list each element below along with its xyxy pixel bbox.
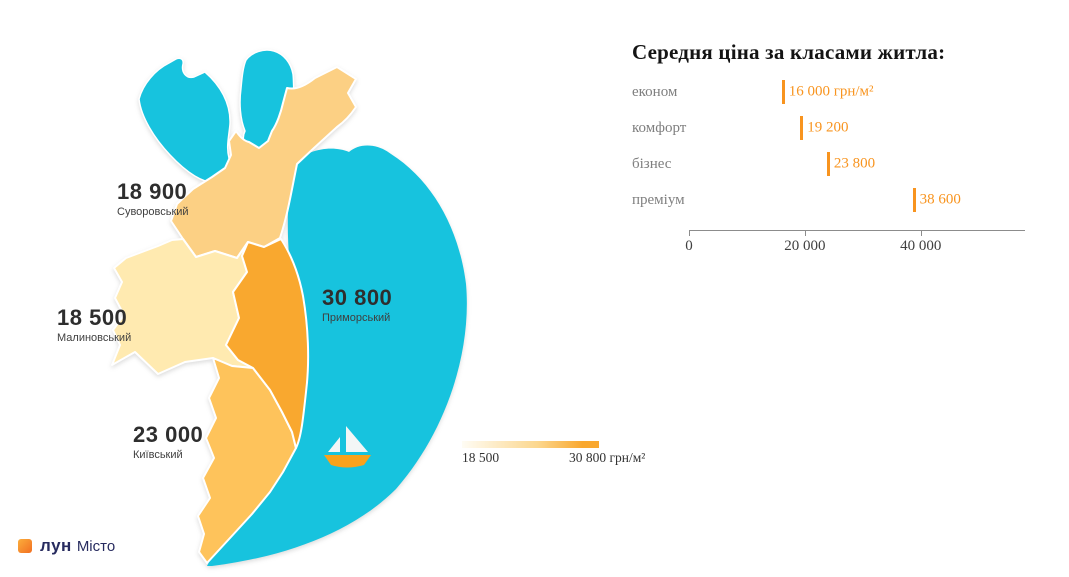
district-name: Київський <box>133 449 183 462</box>
district-name: Приморський <box>322 312 391 325</box>
district-price: 23 000 <box>133 422 204 447</box>
chart-row: преміум 38 600 <box>632 182 1042 218</box>
value-label: 16 000 грн/м² <box>788 83 874 100</box>
sailboat-icon <box>324 426 371 468</box>
chart-row: бізнес 23 800 <box>632 146 1042 182</box>
value-marker <box>800 116 804 140</box>
chart-x-axis: 0 20 000 40 000 <box>685 230 1025 256</box>
class-category-label: комфорт <box>632 119 687 136</box>
class-category-label: преміум <box>632 191 685 208</box>
value-marker <box>781 80 785 104</box>
district-price: 30 800 <box>322 285 393 310</box>
marker-track: 23 800 <box>689 146 1025 182</box>
logo-brand-text: лун <box>40 536 72 555</box>
axis-tick-mark <box>689 231 690 236</box>
khadzhybei-estuary-shape <box>138 57 231 184</box>
class-category-label: бізнес <box>632 155 672 172</box>
value-label: 23 800 <box>833 155 876 172</box>
chart-row: комфорт 19 200 <box>632 110 1042 146</box>
district-label-kyivskyi: 23 000 Київський <box>133 423 203 461</box>
value-label: 38 600 <box>919 191 961 208</box>
district-price: 18 900 <box>117 179 188 204</box>
district-price: 18 500 <box>57 305 128 330</box>
district-label-suvorovskyi: 18 900 Суворовський <box>117 180 189 218</box>
axis-tick-mark <box>920 231 922 236</box>
odesa-districts-map <box>111 49 467 567</box>
chart-title: Середня ціна за класами житла: <box>632 40 946 64</box>
chart-rows: економ 16 000 грн/м² комфорт 19 200 бізнес 23… <box>632 74 1042 218</box>
map-color-legend: 18 500 30 800 грн/м² <box>462 441 652 466</box>
logo-product-text: Місто <box>76 537 116 555</box>
district-label-malynovskyi: 18 500 Малиновський <box>57 306 131 344</box>
district-name: Суворовський <box>117 206 189 219</box>
chart-row: економ 16 000 грн/м² <box>632 74 1042 110</box>
price-by-class-chart: Середня ціна за класами житла: економ 16 … <box>632 40 1042 256</box>
axis-tick-mark <box>804 231 806 236</box>
value-marker <box>912 188 916 212</box>
marker-track: 38 600 <box>689 182 1025 218</box>
axis-tick-label: 0 <box>685 238 693 254</box>
lun-logo-mark-icon <box>18 539 32 553</box>
lun-misto-logo[interactable]: лун Місто <box>18 536 115 556</box>
axis-tick-label: 40 000 <box>900 238 942 254</box>
district-prymorskyi-shape[interactable] <box>225 238 310 449</box>
marker-track: 19 200 <box>689 110 1025 146</box>
value-label: 19 200 <box>807 119 849 136</box>
district-label-prymorskyi: 30 800 Приморський <box>322 286 392 324</box>
legend-min-label: 18 500 <box>462 450 500 465</box>
legend-max-label: 30 800 грн/м² <box>569 450 646 465</box>
axis-tick-label: 20 000 <box>784 238 826 254</box>
value-marker <box>826 152 830 176</box>
price-gradient-bar <box>462 441 599 448</box>
class-category-label: економ <box>632 83 678 100</box>
district-name: Малиновський <box>57 332 132 345</box>
marker-track: 16 000 грн/м² <box>689 74 1025 110</box>
